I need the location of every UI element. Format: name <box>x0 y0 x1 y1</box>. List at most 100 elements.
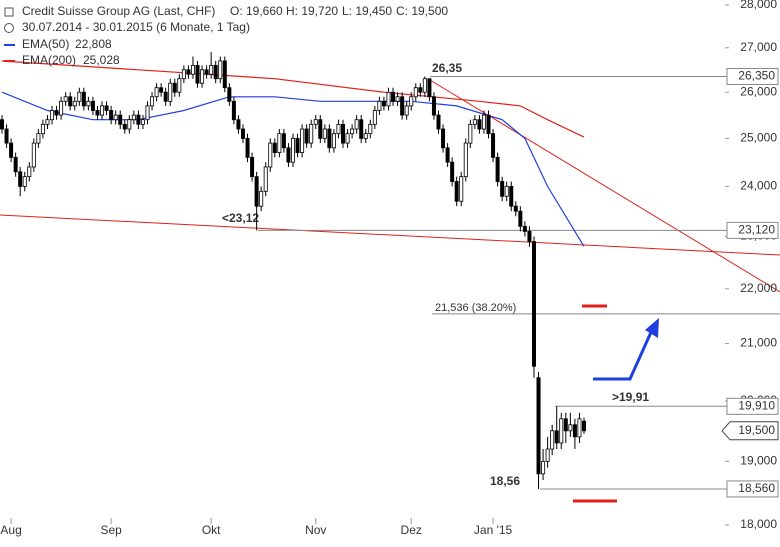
candle-body <box>295 137 300 153</box>
candle-body <box>231 100 236 121</box>
candle-body <box>54 110 59 116</box>
y-tick-label: 19,000 <box>740 454 777 468</box>
candle-body <box>345 133 350 144</box>
candle-body <box>527 231 532 243</box>
x-tick-label: Jan '15 <box>474 523 513 537</box>
y-tick-label: 18,000 <box>740 517 777 531</box>
candle-body <box>341 123 346 144</box>
level-note: <23,12 <box>222 211 259 225</box>
candle-body <box>186 69 191 75</box>
candle-body <box>104 105 109 111</box>
candle-body <box>441 128 446 149</box>
candle-body <box>195 64 200 84</box>
ema-line <box>1 60 585 138</box>
candle-body <box>427 78 432 98</box>
level-note: >19,91 <box>612 390 649 404</box>
candle-body <box>100 105 105 116</box>
candle-body <box>172 82 177 93</box>
candle-body <box>254 176 259 207</box>
x-tick-label: Okt <box>202 523 221 537</box>
candle-body <box>163 91 168 102</box>
candle-body <box>68 96 73 107</box>
candle-body <box>318 119 323 139</box>
candle-body <box>500 181 505 197</box>
candle-body <box>336 123 341 135</box>
candle-body <box>431 96 436 116</box>
candle-body <box>568 424 573 432</box>
candle-body <box>190 64 195 75</box>
level-note: 26,35 <box>432 61 462 75</box>
level-box <box>726 221 779 239</box>
candle-body <box>218 60 223 80</box>
candle-body <box>504 186 509 197</box>
candle-body <box>572 424 577 438</box>
candle-body <box>22 176 27 187</box>
candle-body <box>240 128 245 139</box>
candle-body <box>495 156 500 182</box>
candle-body <box>491 133 496 158</box>
candle-body <box>331 133 336 149</box>
candle-body <box>359 119 364 139</box>
candle-body <box>368 123 373 135</box>
level-box <box>726 480 779 498</box>
candle-body <box>582 420 587 432</box>
candle-body <box>463 142 468 178</box>
ema-line <box>1 91 585 247</box>
candle-body <box>563 418 568 432</box>
candle-body <box>159 87 164 93</box>
arrow-head <box>645 318 659 338</box>
last-price-box <box>721 421 779 441</box>
candle-body <box>18 171 23 187</box>
x-tick-label: Dez <box>401 523 422 537</box>
candle-body <box>459 176 464 202</box>
candle-body <box>454 181 459 202</box>
candle-body <box>445 147 450 163</box>
candle-body <box>63 96 68 102</box>
candle-body <box>513 205 518 212</box>
candle-body <box>77 91 82 102</box>
candle-body <box>313 119 318 125</box>
y-tick-label: 25,000 <box>740 131 777 145</box>
y-tick-label: 22,000 <box>740 281 777 295</box>
candle-body <box>127 119 132 130</box>
candle-body <box>486 114 491 135</box>
candle-body <box>259 190 264 207</box>
candle-body <box>372 110 377 125</box>
candle-body <box>59 100 64 116</box>
candle-body <box>95 110 100 116</box>
y-tick-label: 27,000 <box>740 40 777 54</box>
candle-body <box>522 225 527 232</box>
candle-body <box>422 78 427 93</box>
candle-body <box>377 100 382 111</box>
candle-body <box>27 166 32 178</box>
candle-body <box>168 82 173 102</box>
x-tick-label: Aug <box>0 523 21 537</box>
candle-body <box>281 133 286 149</box>
candle-body <box>90 100 95 111</box>
icon <box>4 7 14 17</box>
candle-body <box>531 241 536 367</box>
candle-body <box>86 100 91 107</box>
candle-body <box>363 133 368 139</box>
candle-body <box>290 137 295 163</box>
candle-body <box>72 100 77 107</box>
level-label: 18,560 <box>738 481 775 495</box>
candle-body <box>518 210 523 227</box>
candle-body <box>436 114 441 130</box>
candle-body <box>354 119 359 130</box>
candle-body <box>404 105 409 116</box>
candle-body <box>477 119 482 130</box>
legend-label: EMA(50) <box>22 37 69 51</box>
candle-body <box>300 128 305 153</box>
last-price-label: 19,500 <box>738 423 775 437</box>
candle-body <box>81 91 86 107</box>
y-tick-label: 26,000 <box>740 84 777 98</box>
x-tick-label: Nov <box>305 523 326 537</box>
level-label: 26,350 <box>738 69 775 83</box>
quote: O: 19,660 <box>230 4 283 18</box>
quote: L: 19,450 <box>342 4 392 18</box>
candle-body <box>222 60 227 89</box>
candle-body <box>9 142 14 158</box>
candle-body <box>468 123 473 144</box>
